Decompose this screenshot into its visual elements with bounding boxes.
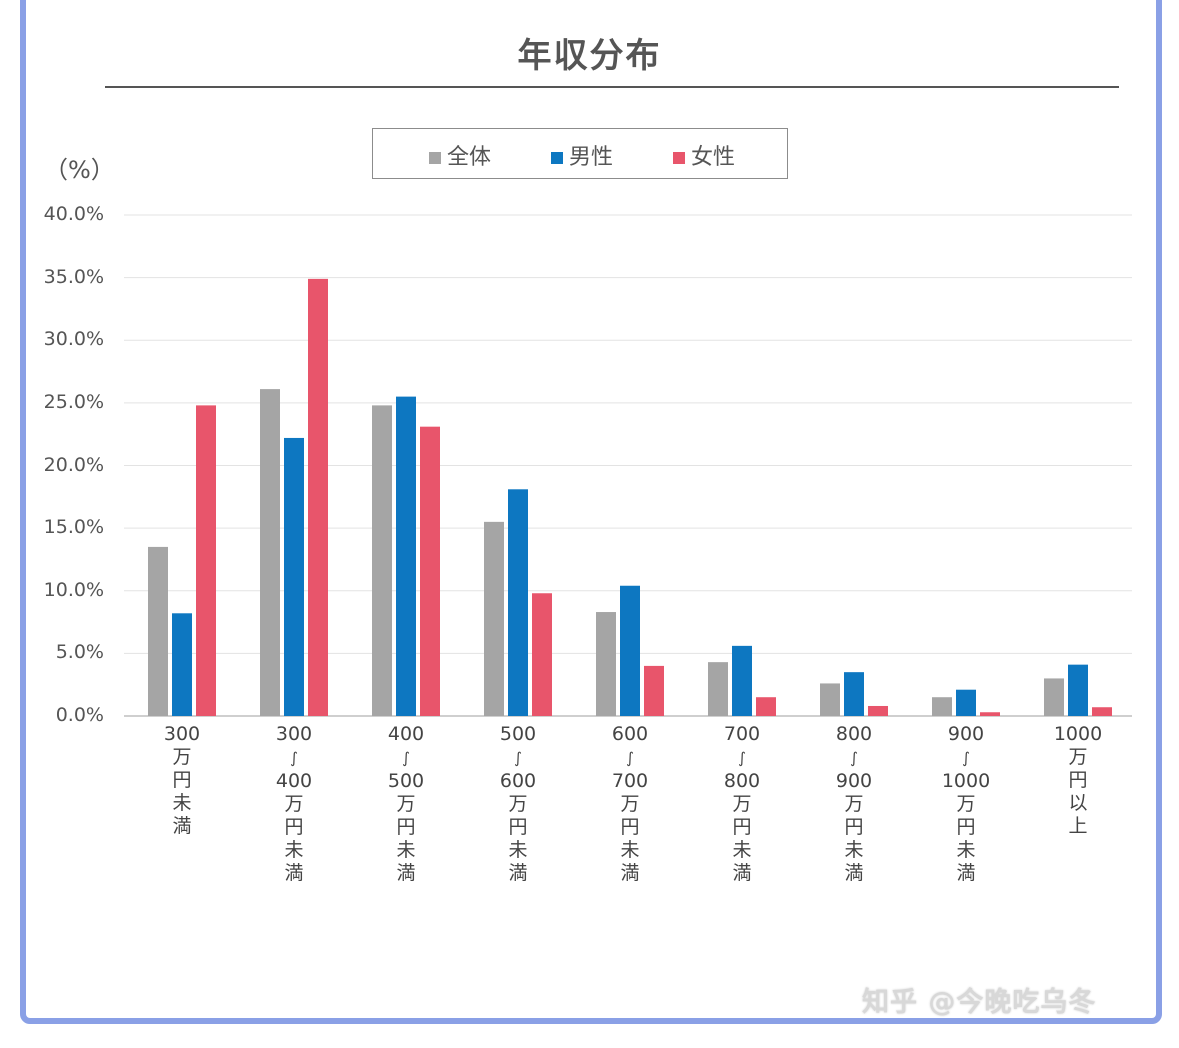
legend-swatch-male [551, 152, 563, 164]
bar [756, 697, 776, 716]
x-tick-label: 900 ∫ 1000 万円未満 [941, 723, 991, 884]
bar [308, 278, 328, 716]
bar [732, 645, 752, 716]
bar [372, 405, 392, 716]
bar [956, 689, 976, 716]
x-tick-label: 500 ∫ 600 万円未満 [499, 723, 537, 884]
legend-swatch-female [673, 152, 685, 164]
bar [932, 697, 952, 716]
bar [1044, 678, 1064, 716]
y-tick-label: 30.0% [43, 328, 104, 351]
y-tick-label: 0.0% [55, 704, 104, 726]
title-underline [105, 86, 1119, 88]
bar [196, 405, 216, 716]
bar [644, 665, 664, 716]
watermark: 知乎 @今晚吃乌冬 [862, 987, 1097, 1018]
bar [620, 585, 640, 716]
x-tick-label: 800 ∫ 900 万円未満 [835, 723, 873, 884]
bar [844, 672, 864, 716]
bar [284, 437, 304, 716]
bar [396, 396, 416, 716]
legend: 全体 男性 女性 [372, 128, 788, 179]
bar [980, 712, 1000, 716]
legend-item-female: 女性 [673, 139, 735, 171]
bar [868, 705, 888, 716]
y-tick-label: 40.0% [43, 203, 104, 225]
x-tick-label: 600 ∫ 700 万円未満 [611, 723, 649, 884]
bar [148, 546, 168, 716]
bar [1092, 707, 1112, 716]
x-tick-label: 700 ∫ 800 万円未満 [723, 723, 761, 884]
bar [172, 613, 192, 716]
y-axis-unit-label: （%） [44, 156, 115, 184]
legend-swatch-all [429, 152, 441, 164]
bar [484, 521, 504, 716]
y-tick-label: 25.0% [43, 390, 104, 413]
bar [708, 662, 728, 716]
bar [820, 683, 840, 716]
chart-title: 年収分布 [517, 36, 662, 76]
y-tick-label: 35.0% [43, 265, 104, 288]
legend-item-male: 男性 [551, 139, 613, 171]
y-tick-label: 5.0% [55, 641, 104, 664]
legend-item-all: 全体 [429, 139, 491, 171]
bar [260, 389, 280, 716]
y-tick-label: 10.0% [43, 578, 104, 601]
legend-label-male: 男性 [569, 145, 614, 170]
x-tick-label: 300 ∫ 400 万円未満 [275, 723, 313, 884]
bar [420, 426, 440, 716]
legend-label-female: 女性 [691, 145, 736, 170]
y-tick-label: 15.0% [43, 516, 104, 539]
bar [1068, 664, 1088, 716]
x-tick-label: 300 万円未満 [163, 723, 201, 837]
bar [532, 593, 552, 716]
bar [508, 489, 528, 716]
x-tick-label: 400 ∫ 500 万円未満 [387, 723, 425, 884]
x-tick-label: 1000 万円以上 [1053, 723, 1103, 837]
legend-label-all: 全体 [447, 145, 492, 170]
y-tick-label: 20.0% [43, 453, 104, 476]
bar [596, 612, 616, 716]
